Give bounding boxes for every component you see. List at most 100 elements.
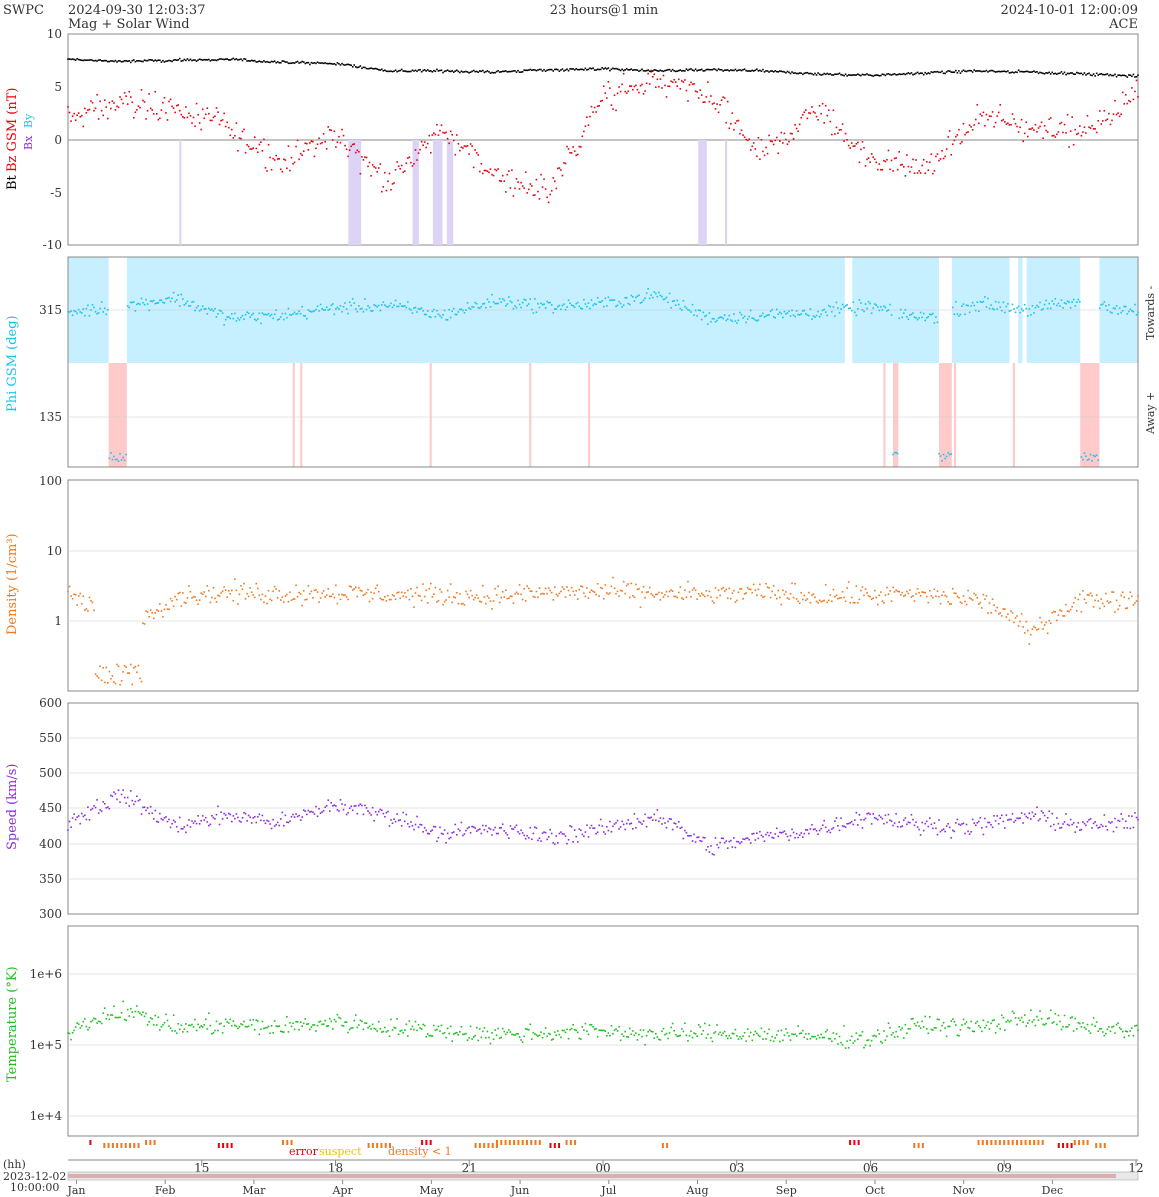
- phi-point: [860, 302, 862, 304]
- temperature-point: [771, 1035, 773, 1038]
- phi-point: [774, 316, 777, 319]
- density-point: [88, 596, 91, 599]
- density-point: [527, 587, 530, 590]
- speed-point: [1004, 827, 1006, 829]
- bt-point: [221, 58, 224, 61]
- bz-point: [1053, 134, 1055, 137]
- bz-point: [794, 124, 796, 126]
- speed-point: [70, 826, 72, 828]
- bt-point: [429, 69, 432, 72]
- temperature-point: [621, 1033, 623, 1035]
- speed-point: [737, 841, 740, 843]
- density-point: [746, 586, 749, 589]
- phi-point: [959, 313, 962, 316]
- density-point: [292, 598, 294, 601]
- bz-point: [230, 128, 233, 131]
- bt-point: [581, 68, 584, 71]
- bt-point: [883, 73, 885, 76]
- density-point: [472, 598, 475, 601]
- bt-point: [658, 70, 660, 72]
- speed-point: [826, 830, 829, 833]
- temperature-point: [1105, 1032, 1107, 1035]
- temperature-point: [789, 1039, 792, 1041]
- speed-point: [1112, 830, 1115, 833]
- speed-point: [1074, 831, 1077, 833]
- bt-point: [298, 62, 300, 64]
- temperature-point: [466, 1039, 469, 1042]
- bz-point: [142, 99, 144, 102]
- density-point: [91, 601, 94, 604]
- bz-point: [1123, 103, 1126, 105]
- bz-point: [1095, 131, 1098, 134]
- bz-point: [650, 69, 653, 72]
- speed-point: [651, 819, 654, 821]
- temperature-point: [919, 1027, 922, 1029]
- temperature-point: [671, 1022, 674, 1025]
- temperature-point: [1020, 1016, 1023, 1019]
- temperature-point: [1108, 1026, 1110, 1028]
- phi-point: [918, 317, 920, 319]
- phi-point: [602, 305, 605, 308]
- bt-point: [765, 70, 767, 72]
- bz-point: [543, 178, 545, 180]
- bz-point: [635, 84, 637, 87]
- bz-point: [1045, 129, 1047, 132]
- phi-point: [552, 312, 555, 314]
- month-tick-label: Jul: [600, 1184, 616, 1197]
- phi-point: [681, 309, 683, 311]
- phi-point: [967, 304, 969, 307]
- density-point: [419, 595, 421, 598]
- bz-point: [601, 99, 604, 102]
- speed-point: [973, 822, 976, 824]
- bz-point: [273, 159, 276, 161]
- phi-point: [474, 301, 476, 304]
- speed-point: [757, 837, 760, 840]
- temperature-point: [659, 1039, 662, 1041]
- phi-point: [198, 310, 201, 312]
- density-point: [523, 587, 525, 590]
- bz-point: [564, 162, 567, 165]
- bt-point: [677, 69, 680, 72]
- phi-point: [789, 315, 792, 317]
- bz-point: [1013, 118, 1015, 120]
- phi-point: [100, 301, 103, 303]
- temperature-point: [318, 1021, 320, 1023]
- speed-point: [1013, 821, 1015, 824]
- density-point: [385, 600, 388, 602]
- bt-point: [500, 70, 503, 73]
- temperature-point: [858, 1034, 861, 1037]
- bz-point: [469, 143, 472, 145]
- temperature-point: [182, 1031, 184, 1033]
- bt-point: [269, 61, 271, 64]
- speed-point: [286, 821, 288, 824]
- bz-point: [1043, 125, 1046, 127]
- phi-point: [1137, 311, 1139, 314]
- density-point: [576, 598, 579, 600]
- bt-point: [1013, 71, 1015, 74]
- bz-point: [189, 115, 192, 117]
- density-point: [417, 594, 420, 597]
- phi-point: [762, 312, 764, 315]
- bz-point: [745, 138, 747, 141]
- bz-point: [429, 151, 432, 154]
- density-point: [299, 593, 302, 595]
- phi-point: [396, 305, 398, 308]
- bt-point: [428, 70, 431, 72]
- density-point: [994, 609, 997, 612]
- away-sector-band: [292, 363, 295, 467]
- temperature-point: [774, 1037, 777, 1039]
- temperature-point: [399, 1030, 401, 1032]
- phi-point: [310, 311, 313, 313]
- bz-point: [87, 109, 89, 111]
- bz-point: [1026, 135, 1029, 138]
- speed-point: [619, 826, 622, 828]
- bt-point: [557, 68, 559, 71]
- temperature-point: [667, 1037, 669, 1040]
- timeline-range-indicator[interactable]: [68, 1174, 1116, 1178]
- density-point: [930, 595, 933, 597]
- bz-point: [824, 104, 827, 107]
- temperature-point: [1034, 1024, 1037, 1027]
- density-point: [933, 588, 936, 591]
- phi-point: [651, 296, 654, 299]
- speed-point: [140, 813, 143, 815]
